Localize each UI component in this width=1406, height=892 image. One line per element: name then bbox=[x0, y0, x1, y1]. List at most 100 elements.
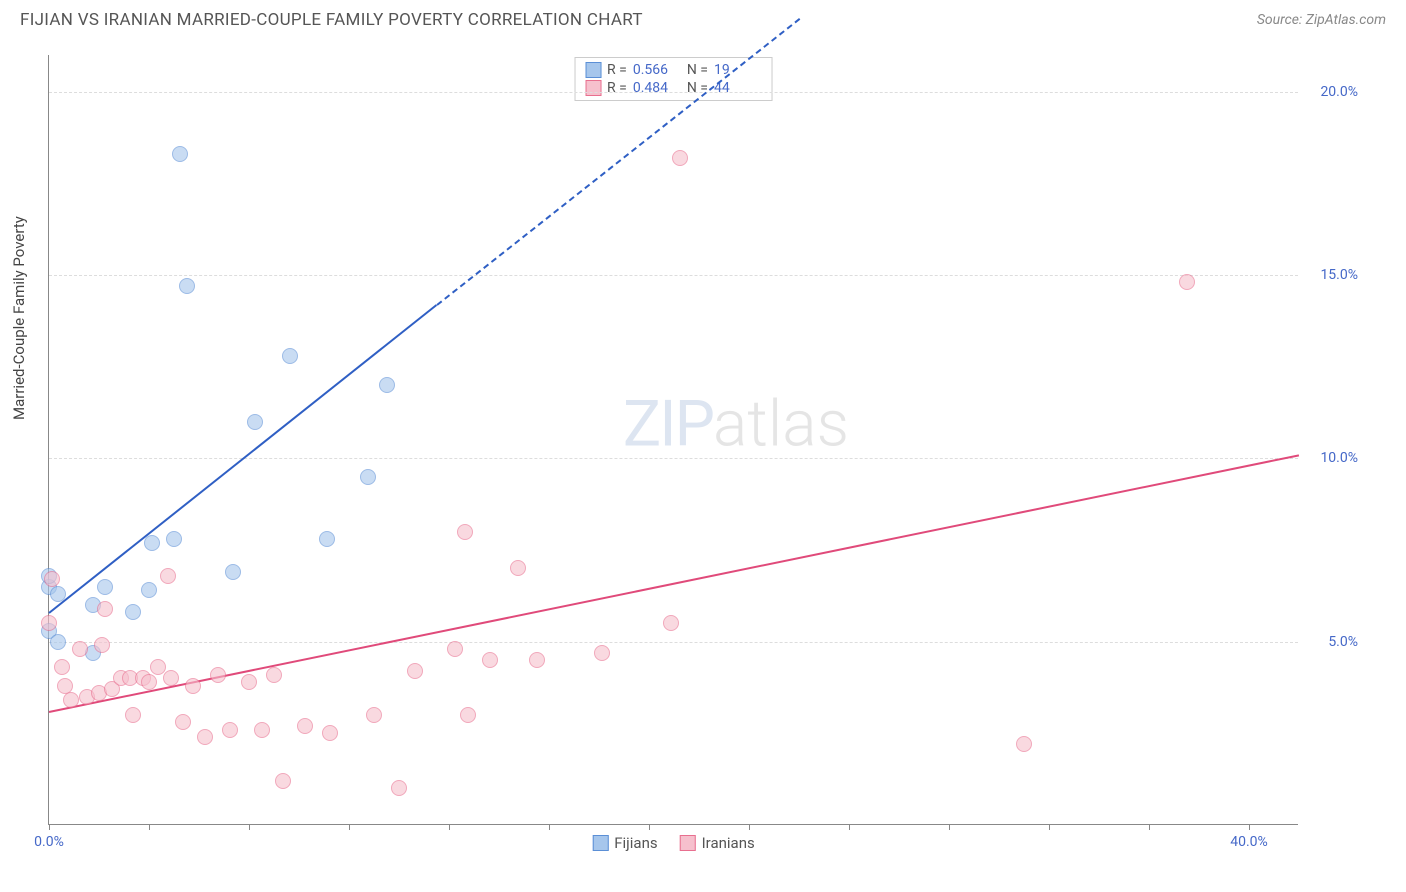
xtick bbox=[349, 824, 350, 830]
data-point bbox=[72, 641, 88, 657]
data-point bbox=[97, 601, 113, 617]
r-label: R = bbox=[607, 62, 627, 78]
xtick-label: 0.0% bbox=[34, 834, 64, 850]
chart-plot-area: ZIPatlas R = 0.566 N = 19 R = 0.484 N = … bbox=[48, 55, 1298, 825]
chart-source: Source: ZipAtlas.com bbox=[1257, 12, 1386, 28]
xtick bbox=[249, 824, 250, 830]
r-value-fijians: 0.566 bbox=[633, 62, 681, 78]
xtick bbox=[1249, 824, 1250, 830]
data-point bbox=[41, 615, 57, 631]
data-point bbox=[50, 586, 66, 602]
data-point bbox=[391, 780, 407, 796]
n-label: N = bbox=[687, 62, 708, 78]
data-point bbox=[529, 652, 545, 668]
xtick bbox=[149, 824, 150, 830]
data-point bbox=[1179, 274, 1195, 290]
ytick-label: 15.0% bbox=[1320, 267, 1358, 283]
xtick-label: 40.0% bbox=[1230, 834, 1268, 850]
data-point bbox=[222, 722, 238, 738]
xtick bbox=[649, 824, 650, 830]
data-point bbox=[672, 150, 688, 166]
legend-label-iranians: Iranians bbox=[702, 834, 755, 852]
gridline bbox=[49, 642, 1298, 643]
data-point bbox=[379, 377, 395, 393]
watermark-atlas: atlas bbox=[713, 387, 849, 462]
watermark-zip: ZIP bbox=[623, 387, 713, 462]
data-point bbox=[460, 707, 476, 723]
xtick bbox=[749, 824, 750, 830]
data-point bbox=[54, 659, 70, 675]
data-point bbox=[282, 348, 298, 364]
data-point bbox=[50, 634, 66, 650]
r-value-iranians: 0.484 bbox=[633, 80, 681, 96]
data-point bbox=[322, 725, 338, 741]
data-point bbox=[125, 604, 141, 620]
xtick bbox=[949, 824, 950, 830]
xtick bbox=[849, 824, 850, 830]
data-point bbox=[185, 678, 201, 694]
data-point bbox=[160, 568, 176, 584]
gridline bbox=[49, 275, 1298, 276]
data-point bbox=[241, 674, 257, 690]
xtick bbox=[1149, 824, 1150, 830]
data-point bbox=[172, 146, 188, 162]
legend-label-fijians: Fijians bbox=[614, 834, 657, 852]
data-point bbox=[1016, 736, 1032, 752]
data-point bbox=[366, 707, 382, 723]
data-point bbox=[163, 670, 179, 686]
xtick bbox=[49, 824, 50, 830]
data-point bbox=[97, 579, 113, 595]
legend-item-fijians: Fijians bbox=[592, 834, 657, 852]
n-value-iranians: 44 bbox=[714, 80, 762, 96]
xtick bbox=[449, 824, 450, 830]
xtick bbox=[549, 824, 550, 830]
ytick-label: 5.0% bbox=[1328, 634, 1358, 650]
xtick bbox=[1049, 824, 1050, 830]
data-point bbox=[319, 531, 335, 547]
legend-swatch-fijians bbox=[592, 835, 608, 851]
data-point bbox=[125, 707, 141, 723]
r-label: R = bbox=[607, 80, 627, 96]
data-point bbox=[175, 714, 191, 730]
data-point bbox=[141, 674, 157, 690]
legend-item-iranians: Iranians bbox=[680, 834, 755, 852]
trend-line bbox=[49, 455, 1299, 714]
legend-swatch-iranians bbox=[680, 835, 696, 851]
data-point bbox=[44, 571, 60, 587]
data-point bbox=[197, 729, 213, 745]
data-point bbox=[275, 773, 291, 789]
data-point bbox=[266, 667, 282, 683]
data-point bbox=[457, 524, 473, 540]
watermark: ZIPatlas bbox=[623, 387, 849, 462]
data-point bbox=[510, 560, 526, 576]
stats-row-iranians: R = 0.484 N = 44 bbox=[585, 79, 762, 97]
data-point bbox=[297, 718, 313, 734]
swatch-iranians bbox=[585, 80, 601, 96]
data-point bbox=[144, 535, 160, 551]
gridline bbox=[49, 458, 1298, 459]
data-point bbox=[447, 641, 463, 657]
gridline bbox=[49, 92, 1298, 93]
data-point bbox=[594, 645, 610, 661]
y-axis-label: Married-Couple Family Poverty bbox=[10, 216, 28, 420]
chart-title: FIJIAN VS IRANIAN MARRIED-COUPLE FAMILY … bbox=[20, 10, 643, 30]
ytick-label: 10.0% bbox=[1320, 450, 1358, 466]
data-point bbox=[179, 278, 195, 294]
data-point bbox=[141, 582, 157, 598]
data-point bbox=[407, 663, 423, 679]
trend-line bbox=[48, 305, 437, 615]
legend: Fijians Iranians bbox=[592, 834, 755, 852]
data-point bbox=[210, 667, 226, 683]
data-point bbox=[57, 678, 73, 694]
data-point bbox=[254, 722, 270, 738]
data-point bbox=[63, 692, 79, 708]
data-point bbox=[94, 637, 110, 653]
data-point bbox=[663, 615, 679, 631]
data-point bbox=[225, 564, 241, 580]
data-point bbox=[247, 414, 263, 430]
ytick-label: 20.0% bbox=[1320, 84, 1358, 100]
data-point bbox=[360, 469, 376, 485]
swatch-fijians bbox=[585, 62, 601, 78]
data-point bbox=[166, 531, 182, 547]
data-point bbox=[482, 652, 498, 668]
